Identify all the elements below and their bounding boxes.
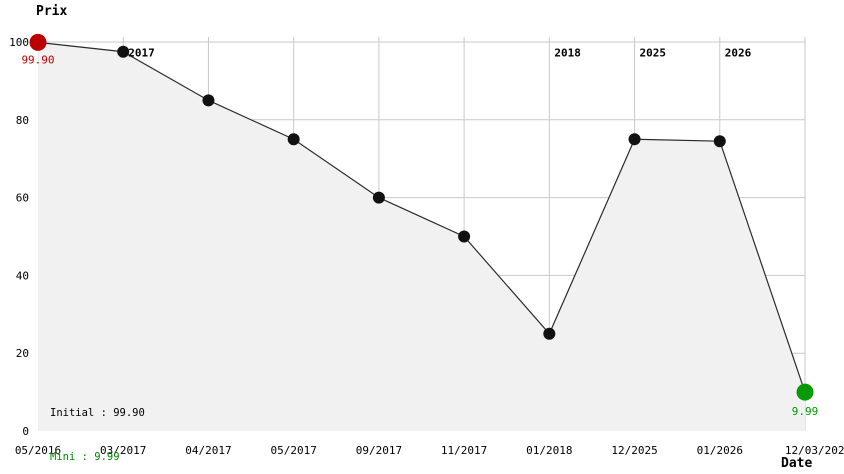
data-point (117, 45, 130, 58)
y-tick-label: 60 (16, 192, 29, 205)
year-label: 2026 (725, 47, 752, 60)
x-tick-label: 04/2017 (185, 444, 231, 457)
y-tick-label: 100 (9, 36, 29, 49)
current-price-label: 9.99 (792, 405, 819, 418)
y-tick-label: 80 (16, 114, 29, 127)
x-tick-label: 05/2017 (270, 444, 316, 457)
x-tick-label: 12/2025 (611, 444, 657, 457)
start-point-max (29, 33, 47, 51)
price-line (37, 41, 806, 393)
price-area-fill (38, 42, 805, 431)
year-label: 2018 (554, 47, 581, 60)
data-point (628, 133, 641, 146)
data-point (287, 133, 300, 146)
year-label: 2017 (128, 47, 155, 60)
data-point (372, 191, 385, 204)
x-tick-label: 01/2018 (526, 444, 572, 457)
x-tick-label: 03/2017 (100, 444, 146, 457)
x-tick-label: 05/2016 (15, 444, 61, 457)
year-label: 2025 (640, 47, 667, 60)
y-tick-label: 40 (16, 269, 29, 282)
x-axis-title: Date (781, 456, 813, 471)
data-point (458, 230, 471, 243)
x-tick-label: 01/2026 (697, 444, 743, 457)
price-summary-legend: Initial : 99.90 Mini : 9.99 Max : 99.90 … (50, 377, 145, 474)
x-tick-label: 09/2017 (356, 444, 402, 457)
data-point (202, 94, 215, 107)
x-tick-label: 12/03/2026 (785, 444, 844, 457)
legend-initial-price: Initial : 99.90 (50, 407, 145, 420)
y-tick-label: 20 (16, 347, 29, 360)
x-tick-label: 11/2017 (441, 444, 487, 457)
data-point (543, 327, 556, 340)
legend-min-price: Mini : 9.99 (50, 450, 120, 463)
max-price-label: 99.90 (21, 53, 54, 66)
y-axis-title: Prix (36, 4, 68, 19)
end-point-current (796, 383, 814, 401)
data-point (713, 135, 726, 148)
y-tick-label: 0 (22, 425, 29, 438)
